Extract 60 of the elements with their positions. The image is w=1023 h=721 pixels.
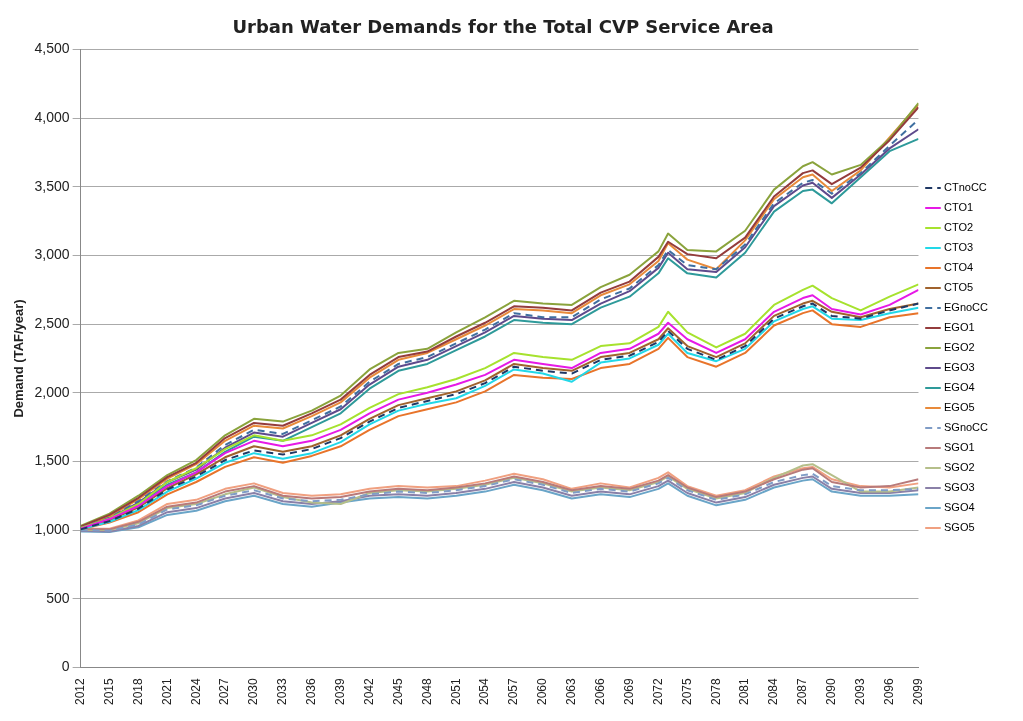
x-tick-label: 2030	[246, 677, 261, 706]
x-tick-label: 2048	[419, 677, 434, 706]
x-tick-label: 2066	[592, 677, 607, 706]
x-tick-label: 2084	[766, 677, 781, 706]
legend-label: SGO3	[943, 481, 975, 494]
x-tick-label: 2060	[535, 677, 550, 706]
legend-label: CTO3	[943, 241, 974, 254]
legend-label: CTO2	[943, 221, 974, 234]
legend-label: EGO4	[943, 381, 975, 394]
x-tick-label: 2015	[101, 677, 116, 706]
x-tick-label: 2018	[130, 677, 145, 706]
legend-label: SGO4	[943, 501, 975, 514]
x-tick-label: 2021	[159, 677, 174, 706]
x-tick-label: 2099	[910, 677, 925, 706]
legend-label: EGO5	[943, 401, 975, 414]
y-tick-label: 0	[61, 658, 70, 675]
x-tick-label: 2039	[332, 677, 347, 706]
x-tick-label: 2012	[72, 677, 87, 706]
y-tick-label: 4,000	[34, 109, 70, 126]
x-tick-label: 2042	[361, 677, 376, 706]
y-tick-label: 2,000	[34, 383, 70, 400]
legend-label: SGnoCC	[943, 421, 989, 434]
x-tick-label: 2024	[188, 677, 203, 706]
x-tick-label: 2069	[621, 677, 636, 706]
legend-label: EGO3	[943, 361, 975, 374]
y-tick-label: 2,500	[34, 314, 70, 331]
legend-label: CTO5	[943, 281, 974, 294]
x-tick-label: 2081	[737, 677, 752, 706]
x-tick-label: 2045	[390, 677, 405, 706]
chart-title: Urban Water Demands for the Total CVP Service Area	[232, 16, 774, 38]
legend-label: EGO2	[943, 341, 975, 354]
legend-label: CTO1	[943, 201, 974, 214]
x-tick-label: 2027	[217, 677, 232, 706]
y-tick-label: 4,500	[34, 40, 70, 57]
x-tick-label: 2078	[708, 677, 723, 706]
legend-label: SGO5	[943, 521, 975, 534]
x-tick-label: 2057	[506, 677, 521, 706]
legend-label: CTnoCC	[943, 181, 987, 194]
x-tick-label: 2036	[304, 677, 319, 706]
x-tick-label: 2054	[477, 677, 492, 706]
y-tick-label: 3,000	[34, 246, 70, 263]
x-tick-label: 2096	[881, 677, 896, 706]
y-tick-label: 500	[46, 589, 70, 606]
x-tick-label: 2033	[275, 677, 290, 706]
x-tick-label: 2051	[448, 677, 463, 706]
legend-label: EGO1	[943, 321, 975, 334]
x-tick-label: 2090	[824, 677, 839, 706]
legend-label: CTO4	[943, 261, 974, 274]
y-tick-label: 1,000	[34, 520, 70, 537]
x-tick-label: 2072	[650, 677, 665, 706]
x-tick-label: 2087	[795, 677, 810, 706]
y-tick-label: 3,500	[34, 177, 70, 194]
x-tick-label: 2075	[679, 677, 694, 706]
y-axis-title: Demand (TAF/year)	[11, 299, 27, 418]
legend-label: SGO2	[943, 461, 975, 474]
legend-label: EGnoCC	[943, 301, 989, 314]
x-tick-label: 2093	[853, 677, 868, 706]
y-tick-label: 1,500	[34, 452, 70, 469]
legend-label: SGO1	[943, 441, 975, 454]
x-tick-label: 2063	[564, 677, 579, 706]
